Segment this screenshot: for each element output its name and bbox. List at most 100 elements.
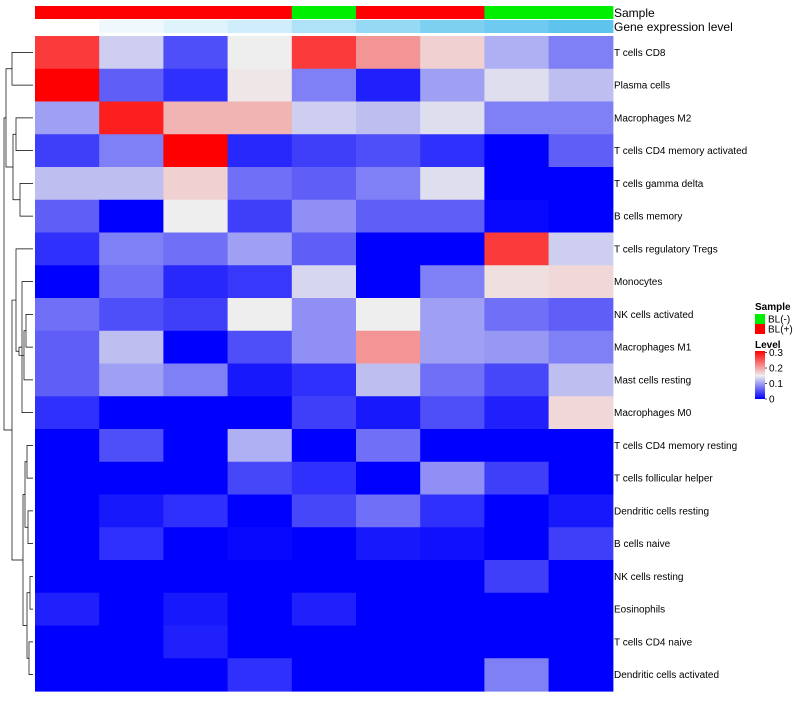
dendrogram-branch [26, 592, 30, 659]
dendrogram-branch [27, 510, 33, 544]
heatmap-cell [484, 232, 550, 266]
heatmap-cell [356, 363, 421, 397]
heatmap-cell [420, 330, 485, 365]
heatmap-cell [291, 461, 357, 496]
heatmap-cell [35, 396, 100, 430]
heatmap-cell [35, 265, 100, 299]
heatmap-cell [356, 592, 421, 627]
sample-annotation-cell [35, 6, 100, 19]
heatmap-cell [227, 592, 293, 627]
heatmap-cell [99, 560, 164, 594]
heatmap-cell [99, 363, 164, 397]
legend-level-tick-label: 0.1 [769, 379, 783, 390]
legend-level-colorbar [755, 351, 765, 399]
heatmap-cell [484, 199, 550, 234]
dendrogram-branch [12, 133, 20, 201]
heatmap-cell [291, 363, 357, 397]
sample-annotation-cell [227, 6, 293, 19]
heatmap-cell [99, 461, 164, 496]
sample-annotation-cell [548, 6, 614, 19]
heatmap-cell [291, 101, 357, 135]
heatmap-cell [227, 658, 293, 692]
row-label: NK cells resting [614, 572, 683, 583]
heatmap-cell [227, 265, 293, 299]
heatmap-cell [420, 232, 485, 266]
heatmap-cell [35, 134, 100, 168]
row-label: Dendritic cells resting [614, 506, 709, 517]
heatmap-cell [163, 199, 229, 234]
heatmap-cell [227, 429, 293, 463]
heatmap-cell [163, 494, 229, 528]
row-label: Mast cells resting [614, 375, 691, 386]
heatmap-cell [35, 232, 100, 266]
heatmap-cell [99, 167, 164, 201]
heatmap-cell [99, 658, 164, 692]
heatmap-cell [548, 429, 614, 463]
heatmap-cell [227, 134, 293, 168]
gene-expression-annotation-cell [291, 20, 357, 33]
row-label: Macrophages M2 [614, 113, 692, 124]
heatmap-cell [35, 429, 100, 463]
heatmap-cell [420, 101, 485, 135]
heatmap-cell [484, 36, 550, 70]
sample-annotation-cell [356, 6, 421, 19]
heatmap-cell [291, 429, 357, 463]
heatmap-cell [99, 265, 164, 299]
heatmap-cell [420, 658, 485, 692]
heatmap-cell [356, 134, 421, 168]
heatmap-cell [484, 527, 550, 561]
heatmap-cell [291, 199, 357, 234]
heatmap-cell [291, 527, 357, 561]
sample-annotation-cell [163, 6, 229, 19]
heatmap-cell [99, 625, 164, 659]
heatmap-cell [227, 363, 293, 397]
dendrogram-branch [28, 641, 33, 675]
heatmap-cell [356, 265, 421, 299]
heatmap-cell [484, 461, 550, 496]
dendrogram-branch [19, 183, 33, 217]
heatmap-cell [291, 232, 357, 266]
heatmap-cell [548, 658, 614, 692]
heatmap-cell [163, 265, 229, 299]
heatmap-cell [548, 330, 614, 365]
heatmap-cell [99, 134, 164, 168]
row-label: NK cells activated [614, 310, 693, 321]
dendrogram-branch [11, 299, 23, 561]
dendrogram-branch [15, 248, 33, 352]
row-label: Monocytes [614, 277, 662, 288]
heatmap-cell [356, 560, 421, 594]
heatmap-cell [291, 265, 357, 299]
legend-sample-swatch [755, 324, 765, 334]
heatmap-cell [484, 330, 550, 365]
heatmap-cell [227, 232, 293, 266]
heatmap-cell [99, 494, 164, 528]
heatmap-cell [420, 199, 485, 234]
heatmap-cell [227, 396, 293, 430]
heatmap-cell [484, 363, 550, 397]
dendrogram-branch [3, 117, 12, 431]
heatmap-cell [484, 396, 550, 430]
heatmap-cell [163, 527, 229, 561]
row-label: Dendritic cells activated [614, 670, 719, 681]
heatmap-cell [548, 396, 614, 430]
heatmap-cell [291, 330, 357, 365]
dendrogram-branch [18, 346, 24, 356]
heatmap-cell [291, 36, 357, 70]
heatmap-cell [484, 429, 550, 463]
heatmap-cell [484, 68, 550, 103]
heatmap-cell [163, 625, 229, 659]
heatmap-cell [291, 298, 357, 332]
heatmap-cell [484, 265, 550, 299]
heatmap-cell [420, 298, 485, 332]
legend-level-tick-label: 0 [769, 395, 775, 406]
heatmap-cell [420, 167, 485, 201]
heatmap-cell [35, 199, 100, 234]
heatmap-cell [163, 560, 229, 594]
heatmap-cell [227, 560, 293, 594]
legend-sample-label: BL(-) [768, 315, 790, 326]
heatmap-cell [548, 265, 614, 299]
gene-expression-annotation-cell [420, 20, 485, 33]
heatmap-cells [35, 36, 614, 692]
